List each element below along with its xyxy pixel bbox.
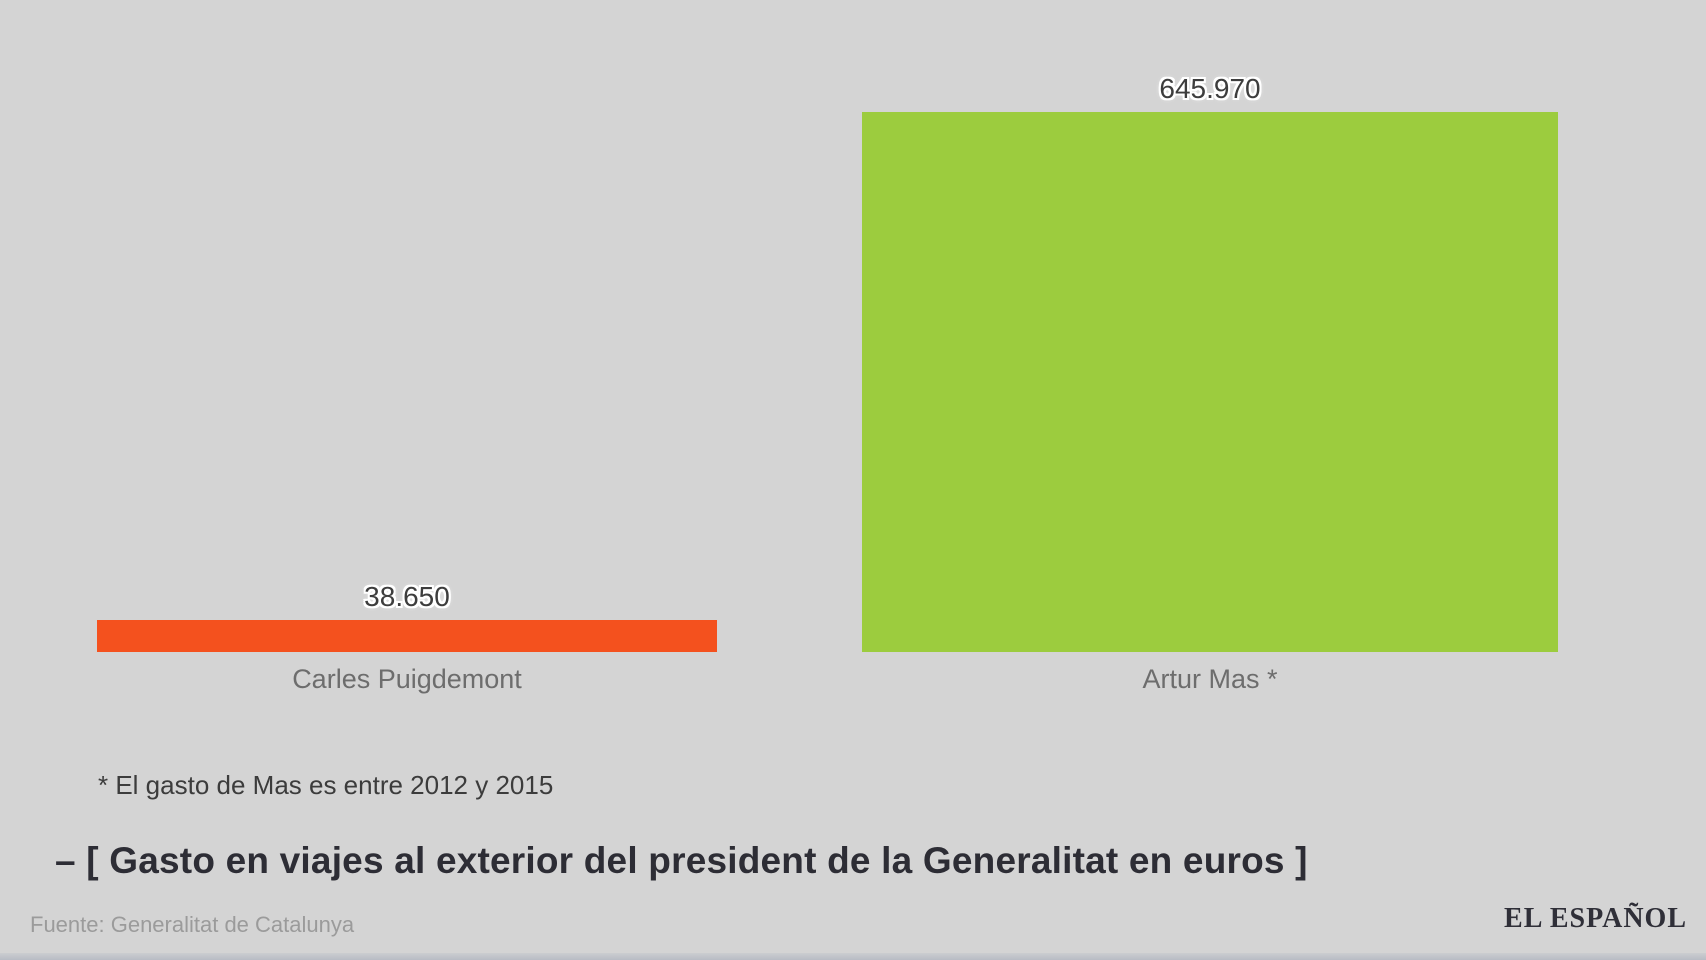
bar-group-carles-puigdemont: 38.650	[97, 583, 717, 652]
value-label-artur-mas: 645.970	[1159, 73, 1261, 104]
chart-footnote: * El gasto de Mas es entre 2012 y 2015	[98, 770, 554, 800]
el-espanol-logo: EL ESPAÑOL	[1504, 903, 1687, 934]
bar-carles-puigdemont	[97, 620, 717, 652]
category-label-carles-puigdemont: Carles Puigdemont	[292, 664, 522, 694]
bar-group-artur-mas: 645.970	[862, 75, 1558, 652]
chart-title: – [ Gasto en viajes al exterior del pres…	[55, 840, 1308, 881]
value-label-carles-puigdemont: 38.650	[364, 581, 450, 612]
category-label-artur-mas: Artur Mas *	[1142, 664, 1278, 694]
source-credit: Fuente: Generalitat de Catalunya	[30, 912, 355, 937]
bar-artur-mas	[862, 112, 1558, 652]
bar-chart-plot-area: 38.650 645.970	[97, 75, 1558, 652]
bottom-edge-shade	[0, 953, 1706, 960]
